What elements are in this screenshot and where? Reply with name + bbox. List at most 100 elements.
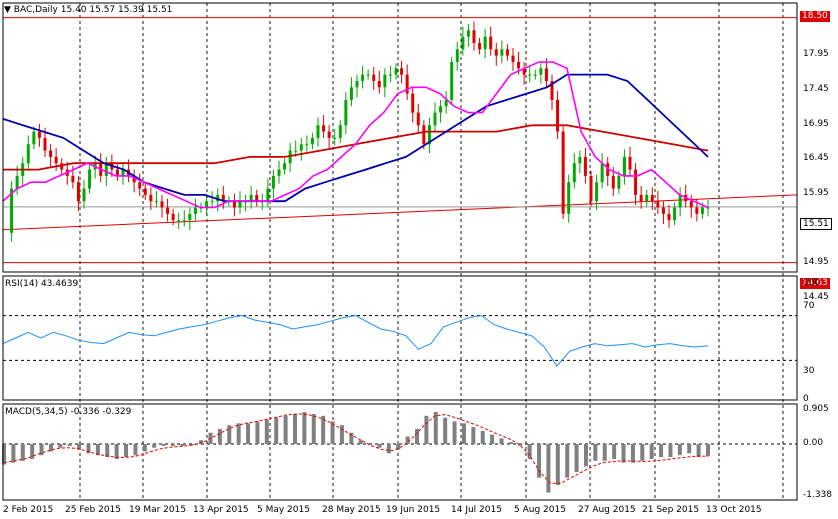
macd-bar <box>555 444 560 486</box>
macd-bar <box>20 444 25 461</box>
candle-body <box>333 137 337 139</box>
macd-bar <box>443 417 448 444</box>
candle-body <box>450 61 454 100</box>
macd-label: MACD(5,34,5) -0.336 -0.329 <box>5 407 132 417</box>
trend-line <box>2 194 798 231</box>
candle-body <box>578 156 582 164</box>
candle-body <box>466 30 470 37</box>
macd-bar <box>283 415 288 444</box>
macd-bar <box>368 444 373 445</box>
candle-body <box>210 201 214 203</box>
macd-bar <box>518 444 523 446</box>
candle-body <box>661 207 665 214</box>
macd-bar <box>659 444 664 458</box>
candle-body <box>645 194 649 202</box>
candle-body <box>355 80 359 88</box>
candle-body <box>37 131 41 138</box>
price-tick: 17.95 <box>803 49 829 59</box>
candle-body <box>104 163 108 176</box>
candle-body <box>461 36 465 50</box>
macd-bar <box>649 444 654 459</box>
candle-body <box>444 99 448 107</box>
macd-bar <box>433 412 438 444</box>
macd-bar <box>415 428 420 444</box>
macd-bar <box>30 444 35 459</box>
macd-bar <box>105 444 110 458</box>
date-tick: 2 Feb 2015 <box>3 505 54 515</box>
candle-body <box>121 169 125 176</box>
macd-signal-line <box>3 413 709 484</box>
macd-bar <box>274 417 279 444</box>
candle-body <box>361 74 365 81</box>
candle-body <box>522 68 526 75</box>
candle-body <box>394 68 398 75</box>
candle-body <box>650 194 654 202</box>
candle-body <box>517 61 521 69</box>
date-tick: 13 Oct 2015 <box>706 505 762 515</box>
candle-body <box>673 207 677 221</box>
rsi-line <box>2 315 709 367</box>
rsi-tick: 100 <box>803 278 821 288</box>
macd-tick: 0.00 <box>803 438 824 448</box>
macd-bar <box>621 444 626 463</box>
date-tick: 14 Jul 2015 <box>451 505 502 515</box>
candle-body <box>316 125 320 138</box>
macd-bar <box>396 444 401 450</box>
macd-bar <box>142 444 147 452</box>
macd-bar <box>58 444 63 448</box>
macd-bar <box>668 444 673 458</box>
candle-body <box>166 207 170 214</box>
candle-body <box>422 125 426 145</box>
candle-body <box>54 156 58 164</box>
candle-body <box>221 194 225 202</box>
candle-body <box>60 163 64 170</box>
candle-body <box>388 74 392 76</box>
candle-body <box>606 163 610 176</box>
candle-body <box>160 201 164 208</box>
macd-bar <box>67 444 72 446</box>
macd-bar <box>612 444 617 459</box>
candle-body <box>511 55 515 62</box>
rsi-tick: 70 <box>803 301 815 311</box>
ohlc-values: 15.40 15.57 15.39 15.51 <box>60 5 173 15</box>
candle-body <box>193 207 197 214</box>
candle-body <box>177 220 181 222</box>
candle-body <box>494 49 498 56</box>
candle-body <box>143 188 147 195</box>
candle-body <box>88 169 92 189</box>
candle-body <box>271 175 275 189</box>
macd-bar <box>217 428 222 444</box>
candle-body <box>10 188 14 233</box>
price-tick: 14.45 <box>803 292 829 302</box>
dropdown-arrow-icon[interactable]: ▼ <box>4 5 11 15</box>
candle-body <box>405 74 409 94</box>
macd-bar <box>546 444 551 493</box>
candle-body <box>216 194 220 202</box>
candle-body <box>349 87 353 100</box>
macd-bar <box>321 415 326 444</box>
candle-body <box>533 74 537 76</box>
ma-fast-line <box>2 61 709 209</box>
candle-body <box>115 169 119 176</box>
candle-body <box>299 144 303 151</box>
date-tick: 27 Aug 2015 <box>578 505 636 515</box>
candle-body <box>411 93 415 113</box>
macd-bar <box>255 421 260 444</box>
macd-bar <box>537 444 542 478</box>
candle-body <box>667 213 671 221</box>
macd-bar <box>687 444 692 454</box>
macd-bar <box>339 425 344 444</box>
macd-bar <box>86 444 91 454</box>
candle-body <box>561 131 565 214</box>
macd-bar <box>311 413 316 444</box>
candle-body <box>478 42 482 50</box>
symbol-header[interactable]: ▼ BAC,Daily 15.40 15.57 15.39 15.51 <box>4 5 172 15</box>
symbol-label: BAC,Daily <box>13 5 58 15</box>
macd-bar <box>48 444 53 452</box>
candle-body <box>266 188 270 202</box>
panel-frame <box>2 403 798 501</box>
candle-body <box>32 131 36 145</box>
macd-bar <box>170 444 175 446</box>
candle-body <box>628 156 632 170</box>
